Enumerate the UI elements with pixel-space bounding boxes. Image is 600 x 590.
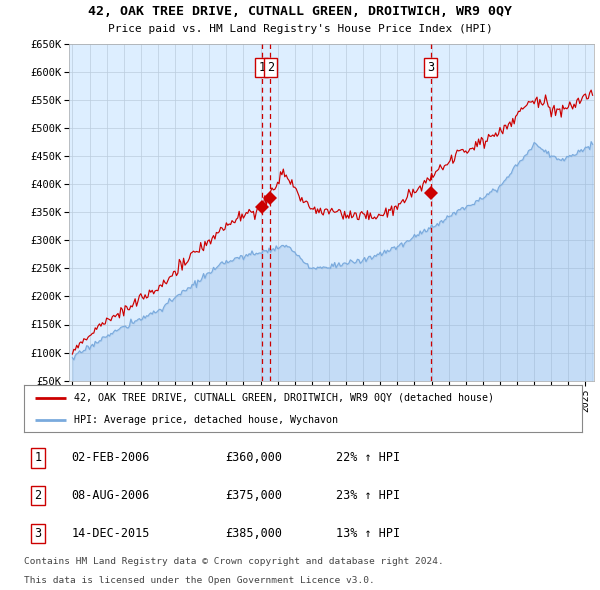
- Text: 1: 1: [259, 61, 265, 74]
- Text: 08-AUG-2006: 08-AUG-2006: [71, 489, 150, 502]
- Text: Contains HM Land Registry data © Crown copyright and database right 2024.: Contains HM Land Registry data © Crown c…: [24, 558, 444, 566]
- Text: 2: 2: [267, 61, 274, 74]
- Text: £375,000: £375,000: [225, 489, 282, 502]
- Text: 14-DEC-2015: 14-DEC-2015: [71, 527, 150, 540]
- Text: 23% ↑ HPI: 23% ↑ HPI: [337, 489, 401, 502]
- Text: 42, OAK TREE DRIVE, CUTNALL GREEN, DROITWICH, WR9 0QY: 42, OAK TREE DRIVE, CUTNALL GREEN, DROIT…: [88, 5, 512, 18]
- Text: 22% ↑ HPI: 22% ↑ HPI: [337, 451, 401, 464]
- Text: 1: 1: [34, 451, 41, 464]
- Text: 3: 3: [427, 61, 434, 74]
- Text: 3: 3: [34, 527, 41, 540]
- Text: This data is licensed under the Open Government Licence v3.0.: This data is licensed under the Open Gov…: [24, 576, 375, 585]
- Text: Price paid vs. HM Land Registry's House Price Index (HPI): Price paid vs. HM Land Registry's House …: [107, 24, 493, 34]
- Text: £385,000: £385,000: [225, 527, 282, 540]
- Text: 02-FEB-2006: 02-FEB-2006: [71, 451, 150, 464]
- Text: 13% ↑ HPI: 13% ↑ HPI: [337, 527, 401, 540]
- Text: 2: 2: [34, 489, 41, 502]
- Text: £360,000: £360,000: [225, 451, 282, 464]
- Text: 42, OAK TREE DRIVE, CUTNALL GREEN, DROITWICH, WR9 0QY (detached house): 42, OAK TREE DRIVE, CUTNALL GREEN, DROIT…: [74, 393, 494, 403]
- Text: HPI: Average price, detached house, Wychavon: HPI: Average price, detached house, Wych…: [74, 415, 338, 425]
